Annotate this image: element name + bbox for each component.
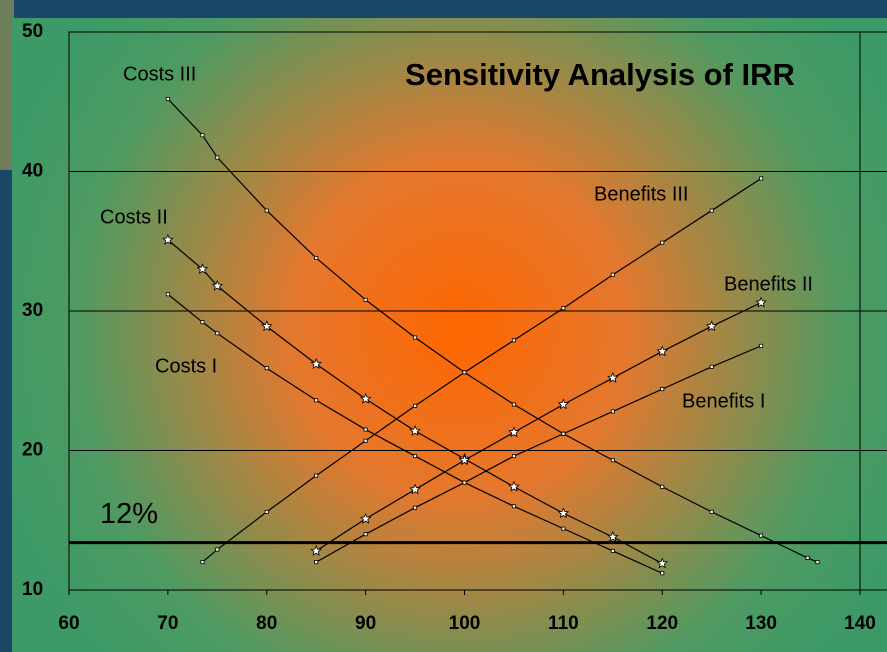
point-marker bbox=[611, 410, 614, 413]
point-marker bbox=[661, 485, 664, 488]
point-marker bbox=[463, 481, 466, 484]
point-marker bbox=[512, 505, 515, 508]
x-tick-label: 100 bbox=[449, 613, 481, 634]
point-marker bbox=[166, 97, 169, 100]
point-marker bbox=[816, 561, 819, 564]
point-marker bbox=[216, 548, 219, 551]
point-marker bbox=[562, 432, 565, 435]
y-tick-label: 50 bbox=[22, 21, 43, 42]
x-tick-label: 130 bbox=[745, 613, 777, 634]
point-marker bbox=[364, 439, 367, 442]
plot-panel bbox=[12, 18, 887, 652]
point-marker bbox=[364, 428, 367, 431]
y-tick-label: 10 bbox=[22, 579, 43, 600]
point-marker bbox=[562, 307, 565, 310]
x-tick-label: 90 bbox=[355, 613, 376, 634]
series-label: Costs II bbox=[100, 206, 168, 228]
point-marker bbox=[216, 332, 219, 335]
point-marker bbox=[760, 177, 763, 180]
point-marker bbox=[364, 533, 367, 536]
x-tick-label: 120 bbox=[646, 613, 678, 634]
point-marker bbox=[463, 371, 466, 374]
x-tick-label: 110 bbox=[548, 613, 579, 634]
point-marker bbox=[201, 321, 204, 324]
point-marker bbox=[265, 510, 268, 513]
y-tick-label: 30 bbox=[22, 300, 43, 321]
point-marker bbox=[166, 293, 169, 296]
point-marker bbox=[661, 572, 664, 575]
reference-label: 12% bbox=[100, 498, 158, 530]
point-marker bbox=[562, 527, 565, 530]
point-marker bbox=[315, 561, 318, 564]
series-label: Benefits I bbox=[682, 390, 765, 412]
point-marker bbox=[710, 510, 713, 513]
point-marker bbox=[710, 209, 713, 212]
point-marker bbox=[216, 156, 219, 159]
point-marker bbox=[315, 474, 318, 477]
point-marker bbox=[315, 256, 318, 259]
chart: Sensitivity Analysis of IRR 10 20 30 40 50 60… bbox=[0, 0, 887, 652]
y-tick-label: 20 bbox=[22, 440, 43, 461]
point-marker bbox=[611, 549, 614, 552]
point-marker bbox=[364, 298, 367, 301]
point-marker bbox=[760, 534, 763, 537]
x-tick-label: 140 bbox=[844, 613, 876, 634]
point-marker bbox=[611, 273, 614, 276]
series-label: Benefits III bbox=[594, 183, 689, 205]
chart-title: Sensitivity Analysis of IRR bbox=[405, 57, 795, 92]
x-tick-label: 80 bbox=[256, 613, 277, 634]
point-marker bbox=[710, 365, 713, 368]
series-label: Costs I bbox=[155, 355, 217, 377]
page: {"chart_data": {"type": "line", "title":… bbox=[0, 0, 887, 652]
point-marker bbox=[512, 339, 515, 342]
point-marker bbox=[201, 561, 204, 564]
series-label: Benefits II bbox=[724, 273, 813, 295]
point-marker bbox=[661, 241, 664, 244]
point-marker bbox=[265, 367, 268, 370]
point-marker bbox=[512, 454, 515, 457]
point-marker bbox=[315, 399, 318, 402]
x-tick-label: 70 bbox=[157, 613, 178, 634]
point-marker bbox=[806, 556, 809, 559]
point-marker bbox=[413, 404, 416, 407]
point-marker bbox=[611, 459, 614, 462]
point-marker bbox=[661, 388, 664, 391]
point-marker bbox=[413, 454, 416, 457]
point-marker bbox=[201, 134, 204, 137]
point-marker bbox=[760, 344, 763, 347]
point-marker bbox=[413, 336, 416, 339]
y-tick-label: 40 bbox=[22, 161, 43, 182]
point-marker bbox=[413, 506, 416, 509]
point-marker bbox=[512, 403, 515, 406]
point-marker bbox=[265, 209, 268, 212]
photo-strip bbox=[0, 0, 14, 170]
x-tick-label: 60 bbox=[58, 613, 79, 634]
series-label: Costs III bbox=[123, 63, 196, 85]
